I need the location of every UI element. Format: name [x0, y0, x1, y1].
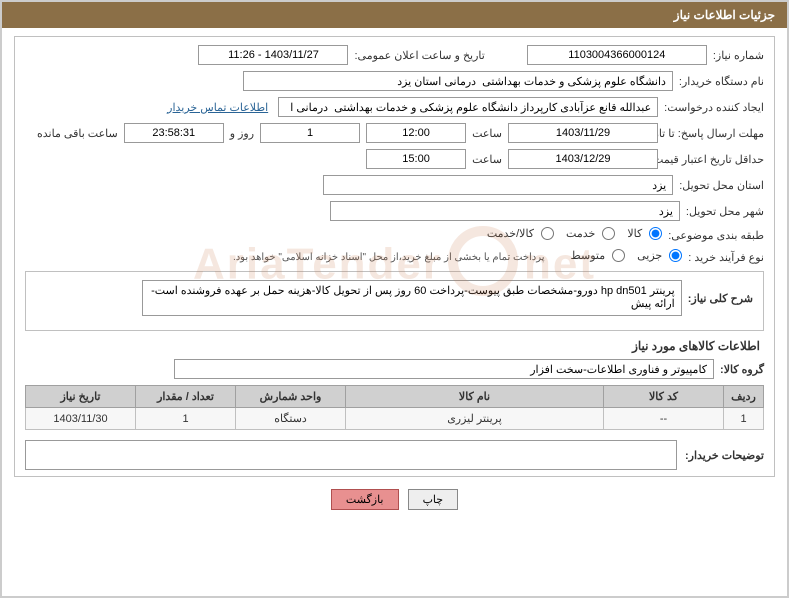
label-delivery-province: استان محل تحویل: — [679, 179, 764, 192]
classification-option: خدمت — [566, 227, 615, 240]
textarea-general-desc[interactable] — [142, 280, 682, 316]
label-buyer-notes: توضیحات خریدار: — [685, 449, 764, 462]
label-general-desc: شرح کلی نیاز: — [688, 292, 753, 305]
classification-option: کالا — [627, 227, 662, 240]
purchase-process-option: جزیی — [637, 249, 682, 262]
classification-radio[interactable] — [602, 227, 615, 240]
classification-radio[interactable] — [541, 227, 554, 240]
label-hour-2: ساعت — [472, 153, 502, 166]
table-cell-unit: دستگاه — [236, 408, 346, 430]
input-validity-date[interactable] — [508, 149, 658, 169]
table-cell-qty: 1 — [136, 408, 236, 430]
purchase-process-radio[interactable] — [669, 249, 682, 262]
section-title-goods: اطلاعات کالاهای مورد نیاز — [29, 339, 760, 353]
input-delivery-city[interactable] — [330, 201, 680, 221]
classification-radio-label: کالا/خدمت — [487, 227, 534, 240]
input-need-no[interactable] — [527, 45, 707, 65]
row-province: استان محل تحویل: — [25, 175, 764, 195]
th-rownum: ردیف — [724, 386, 764, 408]
th-unit: واحد شمارش — [236, 386, 346, 408]
input-delivery-province[interactable] — [323, 175, 673, 195]
row-buyer-notes: توضیحات خریدار: — [25, 440, 764, 470]
classification-radio-group: کالا خدمت کالا/خدمت — [475, 227, 662, 243]
th-qty: تعداد / مقدار — [136, 386, 236, 408]
row-city: شهر محل تحویل: — [25, 201, 764, 221]
purchase-process-option: متوسط — [571, 249, 626, 262]
goods-table: ردیف کد کالا نام کالا واحد شمارش تعداد /… — [25, 385, 764, 430]
input-remaining-days[interactable] — [260, 123, 360, 143]
label-remaining: ساعت باقی مانده — [37, 127, 118, 140]
table-header-row: ردیف کد کالا نام کالا واحد شمارش تعداد /… — [26, 386, 764, 408]
label-need-no: شماره نیاز: — [713, 49, 764, 62]
print-button[interactable]: چاپ — [408, 489, 459, 510]
input-deadline-time[interactable] — [366, 123, 466, 143]
th-code: کد کالا — [604, 386, 724, 408]
classification-radio-label: خدمت — [566, 227, 595, 240]
label-day-and: روز و — [230, 127, 254, 140]
row-requester: ایجاد کننده درخواست: اطلاعات تماس خریدار — [25, 97, 764, 117]
table-cell-name: پرينتر ليزری — [346, 408, 604, 430]
purchase-process-radio-group: جزیی متوسط — [559, 249, 683, 265]
th-date: تاریخ نیاز — [26, 386, 136, 408]
purchase-process-radio-label: جزیی — [637, 249, 662, 262]
label-validity: حداقل تاریخ اعتبار قیمت: تا تاریخ: — [664, 153, 764, 166]
desc-fieldset: شرح کلی نیاز: — [25, 271, 764, 331]
payment-note: پرداخت تمام یا بخشی از مبلغ خرید،از محل … — [233, 252, 545, 263]
label-classification: طبقه بندی موضوعی: — [668, 229, 764, 242]
table-body: 1--پرينتر ليزریدستگاه11403/11/30 — [26, 408, 764, 430]
row-general-desc: شرح کلی نیاز: — [36, 280, 753, 316]
label-deadline: مهلت ارسال پاسخ: تا تاریخ: — [664, 127, 764, 140]
classification-radio[interactable] — [649, 227, 662, 240]
back-button[interactable]: بازگشت — [331, 489, 399, 510]
footer-buttons: چاپ بازگشت — [14, 489, 775, 510]
input-remaining-hms[interactable] — [124, 123, 224, 143]
label-delivery-city: شهر محل تحویل: — [686, 205, 764, 218]
th-name: نام کالا — [346, 386, 604, 408]
label-purchase-process: نوع فرآیند خرید : — [688, 251, 764, 264]
row-deadline: مهلت ارسال پاسخ: تا تاریخ: ساعت روز و سا… — [25, 123, 764, 143]
page-container: جزئیات اطلاعات نیاز AriaTendernet شماره … — [0, 0, 789, 598]
label-hour-1: ساعت — [472, 127, 502, 140]
row-purchase-process: نوع فرآیند خرید : جزیی متوسط پرداخت تمام … — [25, 249, 764, 265]
buyer-notes-box[interactable] — [25, 440, 677, 470]
table-cell-date: 1403/11/30 — [26, 408, 136, 430]
contact-link[interactable]: اطلاعات تماس خریدار — [167, 101, 268, 114]
input-announce-datetime[interactable] — [198, 45, 348, 65]
content: شماره نیاز: تاریخ و ساعت اعلان عمومی: نا… — [2, 28, 787, 518]
header-title: جزئیات اطلاعات نیاز — [674, 8, 775, 22]
row-classification: طبقه بندی موضوعی: کالا خدمت کالا/خدمت — [25, 227, 764, 243]
table-cell-rownum: 1 — [724, 408, 764, 430]
row-need-no: شماره نیاز: تاریخ و ساعت اعلان عمومی: — [25, 45, 764, 65]
row-validity: حداقل تاریخ اعتبار قیمت: تا تاریخ: ساعت — [25, 149, 764, 169]
input-buyer-org[interactable] — [243, 71, 673, 91]
label-goods-group: گروه کالا: — [720, 363, 764, 376]
header-bar: جزئیات اطلاعات نیاز — [2, 2, 787, 28]
classification-option: کالا/خدمت — [487, 227, 554, 240]
label-announce-datetime: تاریخ و ساعت اعلان عمومی: — [354, 49, 484, 62]
input-goods-group[interactable] — [174, 359, 714, 379]
row-buyer-org: نام دستگاه خریدار: — [25, 71, 764, 91]
table-row: 1--پرينتر ليزریدستگاه11403/11/30 — [26, 408, 764, 430]
label-requester: ایجاد کننده درخواست: — [664, 101, 764, 114]
label-buyer-org: نام دستگاه خریدار: — [679, 75, 764, 88]
purchase-process-radio[interactable] — [612, 249, 625, 262]
input-deadline-date[interactable] — [508, 123, 658, 143]
table-cell-code: -- — [604, 408, 724, 430]
input-requester[interactable] — [278, 97, 658, 117]
main-fieldset: شماره نیاز: تاریخ و ساعت اعلان عمومی: نا… — [14, 36, 775, 477]
row-goods-group: گروه کالا: — [25, 359, 764, 379]
classification-radio-label: کالا — [627, 227, 642, 240]
purchase-process-radio-label: متوسط — [571, 249, 606, 262]
input-validity-time[interactable] — [366, 149, 466, 169]
